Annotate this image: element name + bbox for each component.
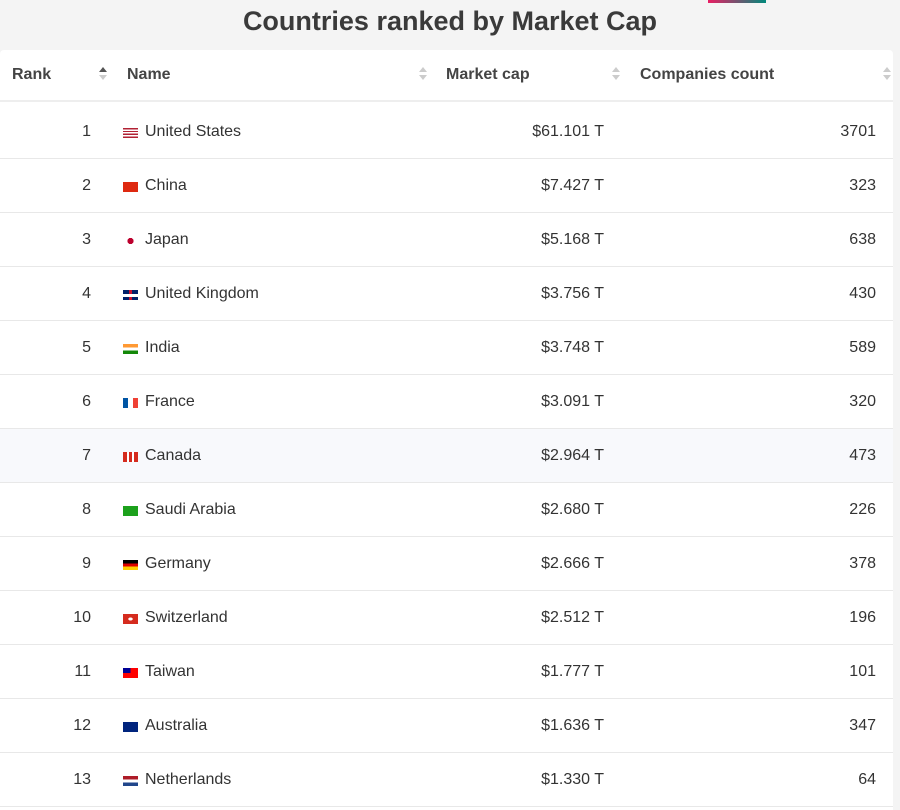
market-cap-cell: $1.330 T <box>541 771 604 788</box>
table-body: 1 United States $61.101 T 3701 2 China $7… <box>0 105 893 807</box>
market-cap-cell: $1.636 T <box>541 717 604 734</box>
sort-icon[interactable] <box>419 67 427 81</box>
rank-cell: 3 <box>82 231 91 248</box>
sort-down-icon <box>419 75 427 80</box>
companies-count-cell: 3701 <box>840 123 876 140</box>
country-name-link[interactable]: Japan <box>145 231 189 248</box>
column-header-companies-count[interactable]: Companies count <box>640 66 775 83</box>
market-cap-cell: $2.512 T <box>541 609 604 626</box>
ch-flag-icon <box>123 614 138 624</box>
cn-flag-icon <box>123 182 138 192</box>
country-name-link[interactable]: Saudi Arabia <box>145 501 236 518</box>
accent-bar <box>708 0 766 3</box>
table-row[interactable]: 4 United Kingdom $3.756 T 430 <box>0 267 893 321</box>
table-row[interactable]: 12 Australia $1.636 T 347 <box>0 699 893 753</box>
table-row[interactable]: 10 Switzerland $2.512 T 196 <box>0 591 893 645</box>
companies-count-cell: 347 <box>849 717 876 734</box>
companies-count-cell: 378 <box>849 555 876 572</box>
sort-up-icon <box>99 67 107 72</box>
jp-flag-icon <box>123 236 138 246</box>
tw-flag-icon <box>123 668 138 678</box>
sort-down-icon <box>99 75 107 80</box>
companies-count-cell: 589 <box>849 339 876 356</box>
table-header: Rank Name Market cap Companies count <box>0 50 893 102</box>
country-name-link[interactable]: United Kingdom <box>145 285 259 302</box>
sort-down-icon <box>612 75 620 80</box>
market-cap-cell: $7.427 T <box>541 177 604 194</box>
companies-count-cell: 226 <box>849 501 876 518</box>
table-row[interactable]: 5 India $3.748 T 589 <box>0 321 893 375</box>
rank-cell: 6 <box>82 393 91 410</box>
au-flag-icon <box>123 722 138 732</box>
in-flag-icon <box>123 344 138 354</box>
rank-cell: 10 <box>73 609 91 626</box>
companies-count-cell: 323 <box>849 177 876 194</box>
column-header-rank[interactable]: Rank <box>12 66 52 83</box>
country-name-link[interactable]: Taiwan <box>145 663 195 680</box>
market-cap-cell: $61.101 T <box>532 123 604 140</box>
companies-count-cell: 638 <box>849 231 876 248</box>
rank-cell: 5 <box>82 339 91 356</box>
country-name-link[interactable]: China <box>145 177 187 194</box>
country-name-link[interactable]: Germany <box>145 555 211 572</box>
table-row[interactable]: 8 Saudi Arabia $2.680 T 226 <box>0 483 893 537</box>
companies-count-cell: 196 <box>849 609 876 626</box>
rank-cell: 1 <box>82 123 91 140</box>
market-cap-cell: $2.666 T <box>541 555 604 572</box>
sort-down-icon <box>883 75 891 80</box>
companies-count-cell: 64 <box>858 771 876 788</box>
table-row[interactable]: 2 China $7.427 T 323 <box>0 159 893 213</box>
companies-count-cell: 430 <box>849 285 876 302</box>
companies-count-cell: 473 <box>849 447 876 464</box>
table-row[interactable]: 6 France $3.091 T 320 <box>0 375 893 429</box>
market-cap-cell: $3.756 T <box>541 285 604 302</box>
market-cap-cell: $1.777 T <box>541 663 604 680</box>
country-name-link[interactable]: Canada <box>145 447 202 464</box>
rank-cell: 2 <box>82 177 91 194</box>
table-row[interactable]: 11 Taiwan $1.777 T 101 <box>0 645 893 699</box>
table-row[interactable]: 9 Germany $2.666 T 378 <box>0 537 893 591</box>
sort-icon[interactable] <box>883 67 891 81</box>
fr-flag-icon <box>123 398 138 408</box>
companies-count-cell: 101 <box>849 663 876 680</box>
country-name-link[interactable]: Australia <box>145 717 208 734</box>
market-cap-cell: $3.091 T <box>541 393 604 410</box>
de-flag-icon <box>123 560 138 570</box>
market-cap-cell: $2.964 T <box>541 447 604 464</box>
rank-cell: 7 <box>82 447 91 464</box>
market-cap-cell: $3.748 T <box>541 339 604 356</box>
table-row[interactable]: 1 United States $61.101 T 3701 <box>0 105 893 159</box>
country-name-link[interactable]: India <box>145 339 180 356</box>
country-name-link[interactable]: United States <box>145 123 242 140</box>
country-name-link[interactable]: France <box>145 393 195 410</box>
country-name-link[interactable]: Switzerland <box>145 609 228 626</box>
table-row[interactable]: 3 Japan $5.168 T 638 <box>0 213 893 267</box>
rank-cell: 8 <box>82 501 91 518</box>
ca-flag-icon <box>123 452 138 462</box>
rank-cell: 12 <box>73 717 91 734</box>
column-header-market-cap[interactable]: Market cap <box>446 66 530 83</box>
table-row[interactable]: 13 Netherlands $1.330 T 64 <box>0 753 893 807</box>
market-cap-cell: $5.168 T <box>541 231 604 248</box>
nl-flag-icon <box>123 776 138 786</box>
sort-up-icon <box>612 67 620 72</box>
column-header-name[interactable]: Name <box>127 66 171 83</box>
companies-count-cell: 320 <box>849 393 876 410</box>
gb-flag-icon <box>123 290 138 300</box>
page-title: Countries ranked by Market Cap <box>242 6 658 36</box>
table-row[interactable]: 7 Canada $2.964 T 473 <box>0 429 893 483</box>
rank-cell: 4 <box>82 285 91 302</box>
rank-cell: 9 <box>82 555 91 572</box>
market-cap-cell: $2.680 T <box>541 501 604 518</box>
sort-up-icon <box>419 67 427 72</box>
us-flag-icon <box>123 128 138 138</box>
sort-icon[interactable] <box>99 67 107 81</box>
sort-icon[interactable] <box>612 67 620 81</box>
ranking-table: Rank Name Market cap Companies count 1 U… <box>0 50 893 810</box>
sort-up-icon <box>883 67 891 72</box>
country-name-link[interactable]: Netherlands <box>145 771 232 788</box>
sa-flag-icon <box>123 506 138 516</box>
rank-cell: 13 <box>73 771 91 788</box>
rank-cell: 11 <box>74 663 91 680</box>
